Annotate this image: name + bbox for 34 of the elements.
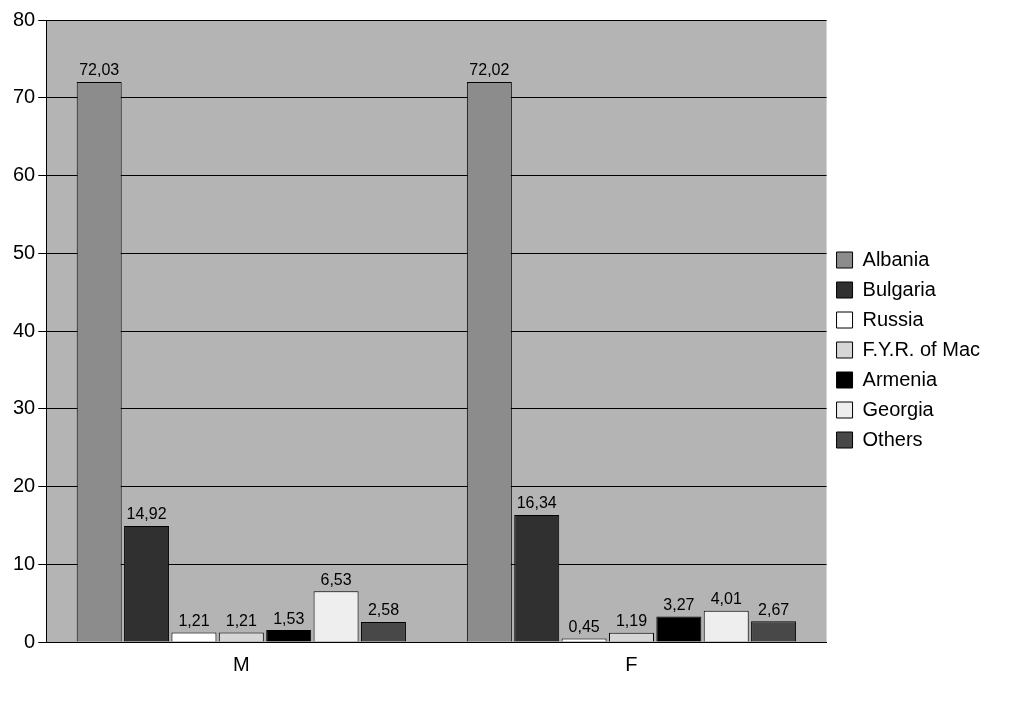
y-tick-label: 0: [24, 629, 36, 652]
legend-label: Russia: [862, 307, 925, 330]
bar: [656, 616, 702, 642]
x-tick-label: M: [232, 652, 250, 675]
y-tick-label: 80: [13, 7, 36, 30]
data-label: 3,27: [663, 595, 695, 613]
y-tick-label: 50: [13, 240, 36, 263]
y-tick-label: 20: [13, 474, 36, 497]
data-label: 1,21: [178, 612, 210, 629]
data-label: 1,53: [273, 609, 305, 627]
y-tick-label: 30: [13, 396, 36, 419]
data-label: 1,21: [225, 612, 257, 629]
y-tick-label: 10: [13, 551, 36, 574]
data-label: 0,45: [568, 617, 600, 635]
y-tick-label: 70: [13, 85, 36, 108]
legend-label: Georgia: [862, 397, 935, 420]
y-tick-label: 60: [13, 163, 36, 186]
data-label: 6,53: [320, 570, 352, 588]
bar: [266, 630, 312, 642]
legend-label: Armenia: [862, 367, 938, 390]
legend-label: Bulgaria: [862, 277, 937, 300]
data-label: 2,58: [367, 601, 400, 619]
data-label: 72,02: [469, 61, 510, 79]
legend-label: F.Y.R. of Mac: [862, 337, 980, 360]
data-label: 2,67: [758, 600, 790, 618]
y-tick-label: 40: [13, 318, 36, 341]
legend-label: Albania: [862, 247, 931, 270]
data-label: 4,01: [710, 590, 742, 608]
data-label: 16,34: [516, 494, 557, 512]
data-label: 14,92: [126, 505, 167, 523]
legend-label: Others: [862, 427, 923, 450]
x-tick-label: F: [625, 652, 638, 675]
data-label: 72,03: [79, 61, 120, 79]
data-label: 1,19: [615, 612, 648, 630]
